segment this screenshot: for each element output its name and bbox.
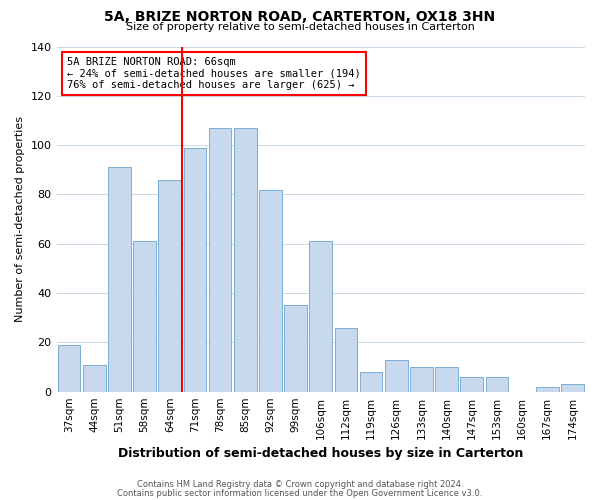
Text: 5A, BRIZE NORTON ROAD, CARTERTON, OX18 3HN: 5A, BRIZE NORTON ROAD, CARTERTON, OX18 3… [104, 10, 496, 24]
Text: Contains public sector information licensed under the Open Government Licence v3: Contains public sector information licen… [118, 488, 482, 498]
Bar [108, 168, 131, 392]
Bar [284, 306, 307, 392]
Bar [58, 345, 80, 392]
Bar [133, 242, 156, 392]
Text: Size of property relative to semi-detached houses in Carterton: Size of property relative to semi-detach… [125, 22, 475, 32]
Bar [460, 377, 483, 392]
Bar [184, 148, 206, 392]
Bar [259, 190, 282, 392]
Bar [310, 242, 332, 392]
Y-axis label: Number of semi-detached properties: Number of semi-detached properties [15, 116, 25, 322]
Bar [385, 360, 407, 392]
Text: 5A BRIZE NORTON ROAD: 66sqm
← 24% of semi-detached houses are smaller (194)
76% : 5A BRIZE NORTON ROAD: 66sqm ← 24% of sem… [67, 57, 361, 90]
X-axis label: Distribution of semi-detached houses by size in Carterton: Distribution of semi-detached houses by … [118, 447, 523, 460]
Text: Contains HM Land Registry data © Crown copyright and database right 2024.: Contains HM Land Registry data © Crown c… [137, 480, 463, 489]
Bar [83, 364, 106, 392]
Bar [561, 384, 584, 392]
Bar [158, 180, 181, 392]
Bar [536, 386, 559, 392]
Bar [209, 128, 232, 392]
Bar [335, 328, 357, 392]
Bar [435, 367, 458, 392]
Bar [234, 128, 257, 392]
Bar [485, 377, 508, 392]
Bar [360, 372, 382, 392]
Bar [410, 367, 433, 392]
